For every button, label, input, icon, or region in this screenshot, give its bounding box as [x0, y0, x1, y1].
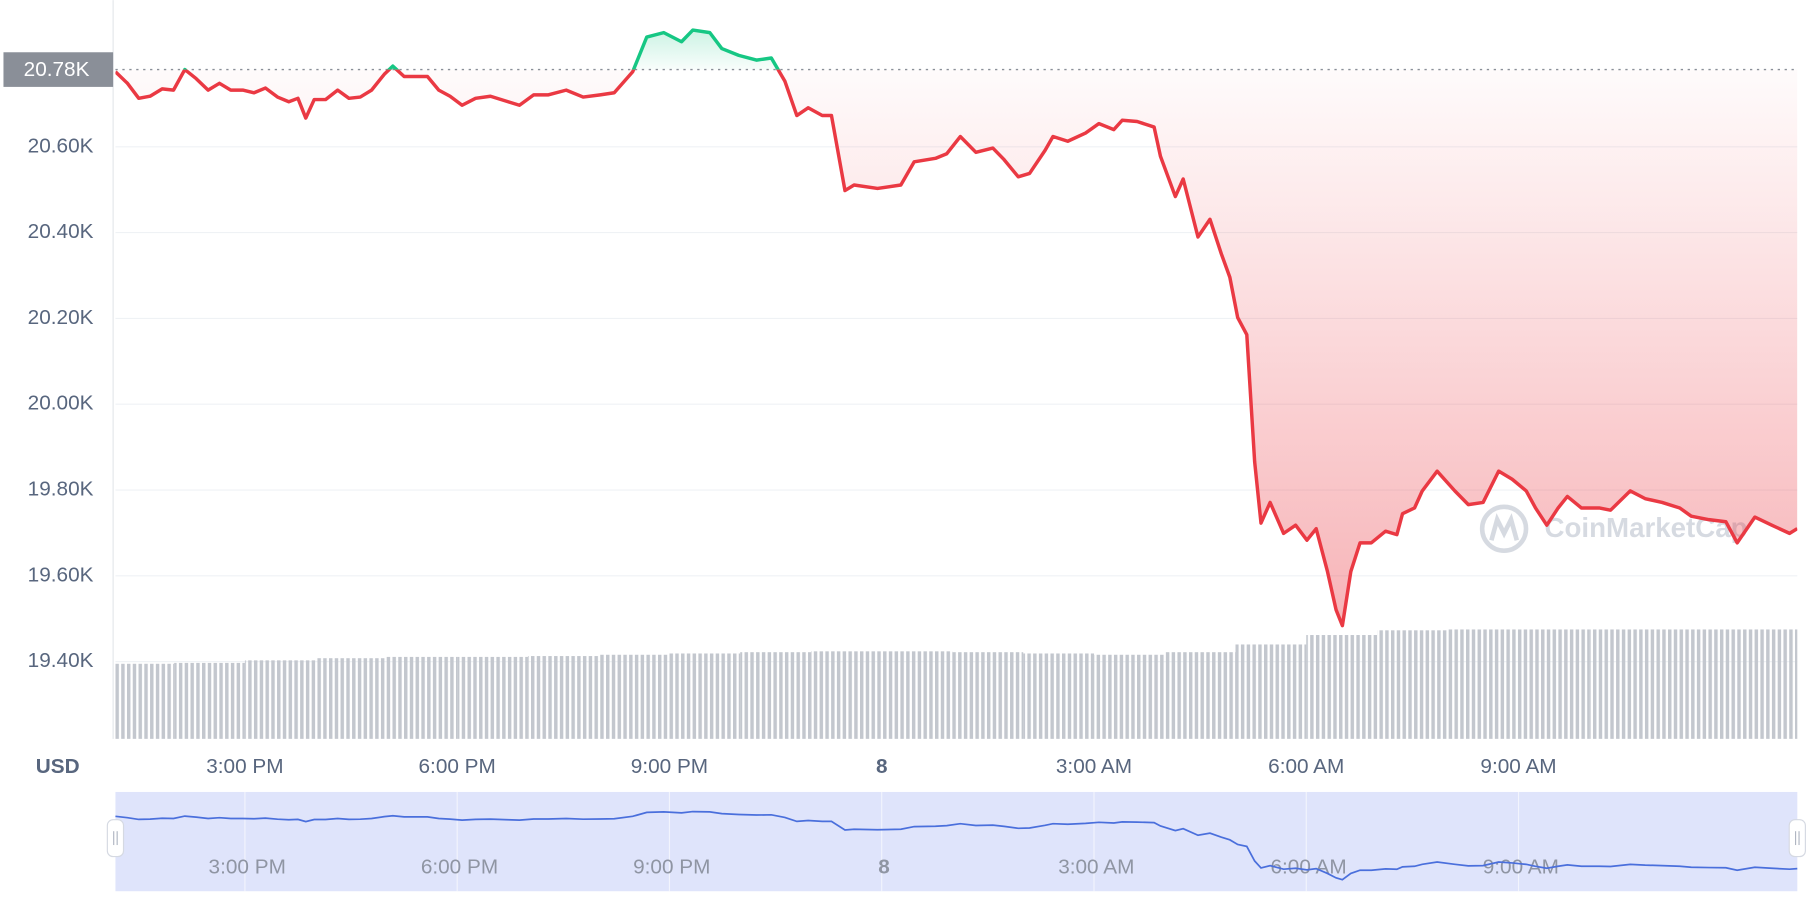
navigator-tick-label: 3:00 AM	[1058, 856, 1134, 879]
volume-bar	[1023, 653, 1094, 739]
volume-bar	[952, 652, 1024, 739]
navigator-tick-label: 9:00 PM	[633, 856, 710, 879]
volume-bar	[115, 663, 175, 739]
reference-label: 20.78K	[24, 58, 90, 81]
volume-bar	[1660, 629, 1731, 739]
navigator-handle	[1788, 819, 1806, 858]
navigator-tick-label: 3:00 PM	[209, 856, 286, 879]
volume-bar	[1093, 654, 1165, 739]
navigator-tick-label: 6:00 PM	[421, 856, 498, 879]
navigator-tick-label: 9:00 AM	[1483, 856, 1559, 879]
navigator-line	[115, 810, 1798, 881]
volume-bar	[810, 651, 882, 739]
area-below	[115, 69, 1798, 626]
volume-bar	[527, 656, 599, 739]
volume-bar	[1589, 629, 1661, 739]
y-tick-label: 19.80K	[28, 478, 94, 501]
x-tick-label: 8	[876, 755, 888, 778]
volume-bar	[1447, 629, 1519, 739]
x-tick-label: 6:00 AM	[1268, 755, 1344, 778]
y-tick-label: 19.60K	[28, 563, 94, 586]
volume-bar	[598, 654, 670, 739]
volume-bar	[1306, 635, 1378, 739]
x-tick-label: 3:00 AM	[1056, 755, 1132, 778]
volume-bar	[457, 656, 528, 739]
y-tick-label: 19.40K	[28, 649, 94, 672]
volume-bar	[244, 660, 316, 739]
x-tick-label: 9:00 AM	[1480, 755, 1556, 778]
volume-bar	[1377, 630, 1448, 739]
x-tick-label: 6:00 PM	[419, 755, 496, 778]
x-tick-label: 3:00 PM	[206, 755, 283, 778]
volume-bar	[669, 653, 741, 739]
reference-label-box	[3, 52, 114, 87]
currency-label: USD	[36, 755, 80, 778]
volume-bar	[386, 656, 458, 739]
volume-bar	[1730, 629, 1798, 739]
y-tick-label: 20.20K	[28, 306, 94, 329]
volume-bar	[740, 652, 811, 739]
volume-bar	[1235, 644, 1307, 739]
volume-bar	[881, 651, 953, 739]
navigator-tick-label: 6:00 AM	[1270, 856, 1346, 879]
navigator-tick-label: 8	[878, 856, 890, 879]
y-tick-label: 20.40K	[28, 220, 94, 243]
area-above	[184, 30, 779, 70]
volume-bar	[1164, 652, 1236, 739]
x-tick-label: 9:00 PM	[631, 755, 708, 778]
volume-bar	[1518, 629, 1590, 739]
volume-bar	[315, 658, 387, 739]
volume-bar	[174, 662, 245, 739]
navigator-handle	[106, 819, 125, 858]
navigator-bg	[115, 791, 1798, 892]
y-tick-label: 20.60K	[28, 134, 94, 157]
price-line-below	[115, 69, 1798, 628]
y-tick-label: 20.00K	[28, 392, 94, 415]
